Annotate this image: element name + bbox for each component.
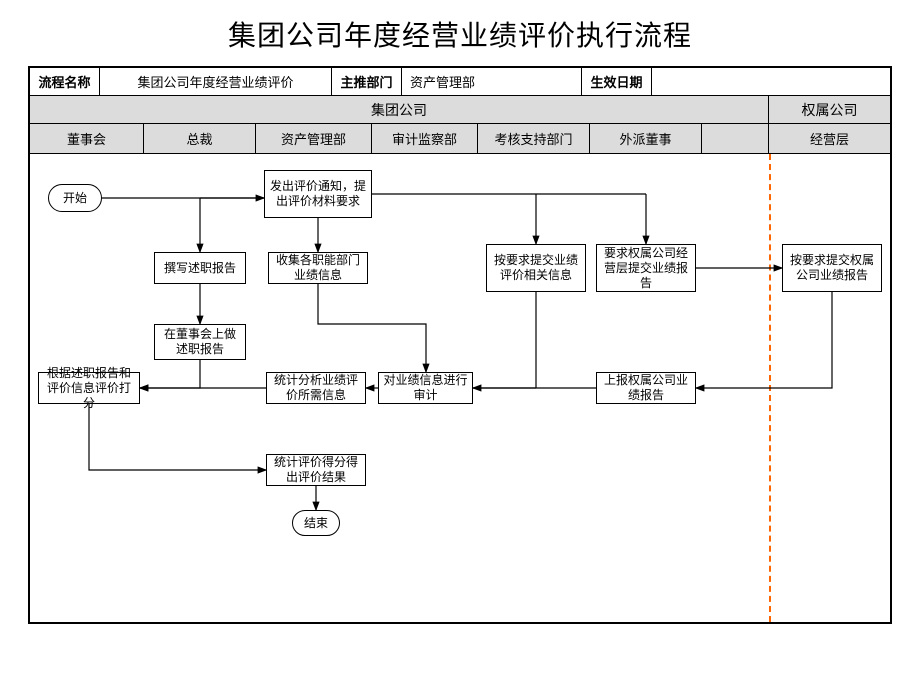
process-name-value: 集团公司年度经营业绩评价 xyxy=(100,68,332,95)
node-report-up: 上报权属公司业绩报告 xyxy=(596,372,696,404)
lane-asset-mgmt: 资产管理部 xyxy=(256,124,372,153)
flowchart-container: 流程名称 集团公司年度经营业绩评价 主推部门 资产管理部 生效日期 集团公司 权… xyxy=(28,66,892,624)
node-start: 开始 xyxy=(48,184,102,212)
node-request-subsidiary: 要求权属公司经营层提交业绩报告 xyxy=(596,244,696,292)
process-name-label: 流程名称 xyxy=(30,68,100,95)
lane-audit: 审计监察部 xyxy=(372,124,478,153)
node-submit-eval-info: 按要求提交业绩评价相关信息 xyxy=(486,244,586,292)
node-write-report: 撰写述职报告 xyxy=(154,252,246,284)
group-subsidiary: 权属公司 xyxy=(769,96,890,123)
date-value xyxy=(652,68,890,95)
lane-board: 董事会 xyxy=(30,124,144,153)
dept-label: 主推部门 xyxy=(332,68,402,95)
node-present-report: 在董事会上做述职报告 xyxy=(154,324,246,360)
node-analyze: 统计分析业绩评价所需信息 xyxy=(266,372,366,404)
spacer-cell xyxy=(702,124,769,153)
node-collect-info: 收集各职能部门业绩信息 xyxy=(268,252,368,284)
node-audit: 对业绩信息进行审计 xyxy=(378,372,473,404)
diagram-area: 开始 发出评价通知，提出评价材料要求 撰写述职报告 收集各职能部门业绩信息 按要… xyxy=(30,154,890,622)
lane-support: 考核支持部门 xyxy=(478,124,590,153)
node-issue-notice: 发出评价通知，提出评价材料要求 xyxy=(264,170,372,218)
lane-external-director: 外派董事 xyxy=(590,124,702,153)
lane-management: 经营层 xyxy=(769,124,890,153)
node-submit-subsidiary-report: 按要求提交权属公司业绩报告 xyxy=(782,244,882,292)
dept-value: 资产管理部 xyxy=(402,68,582,95)
group-header-row: 集团公司 权属公司 xyxy=(30,96,890,124)
date-label: 生效日期 xyxy=(582,68,652,95)
group-company: 集团公司 xyxy=(30,96,769,123)
node-score: 根据述职报告和评价信息评价打分 xyxy=(38,372,140,404)
node-end: 结束 xyxy=(292,510,340,536)
page-title: 集团公司年度经营业绩评价执行流程 xyxy=(0,0,920,66)
lanes-header-row: 董事会 总裁 资产管理部 审计监察部 考核支持部门 外派董事 经营层 xyxy=(30,124,890,154)
org-divider xyxy=(769,154,771,622)
node-result: 统计评价得分得出评价结果 xyxy=(266,454,366,486)
info-row: 流程名称 集团公司年度经营业绩评价 主推部门 资产管理部 生效日期 xyxy=(30,68,890,96)
lane-president: 总裁 xyxy=(144,124,256,153)
